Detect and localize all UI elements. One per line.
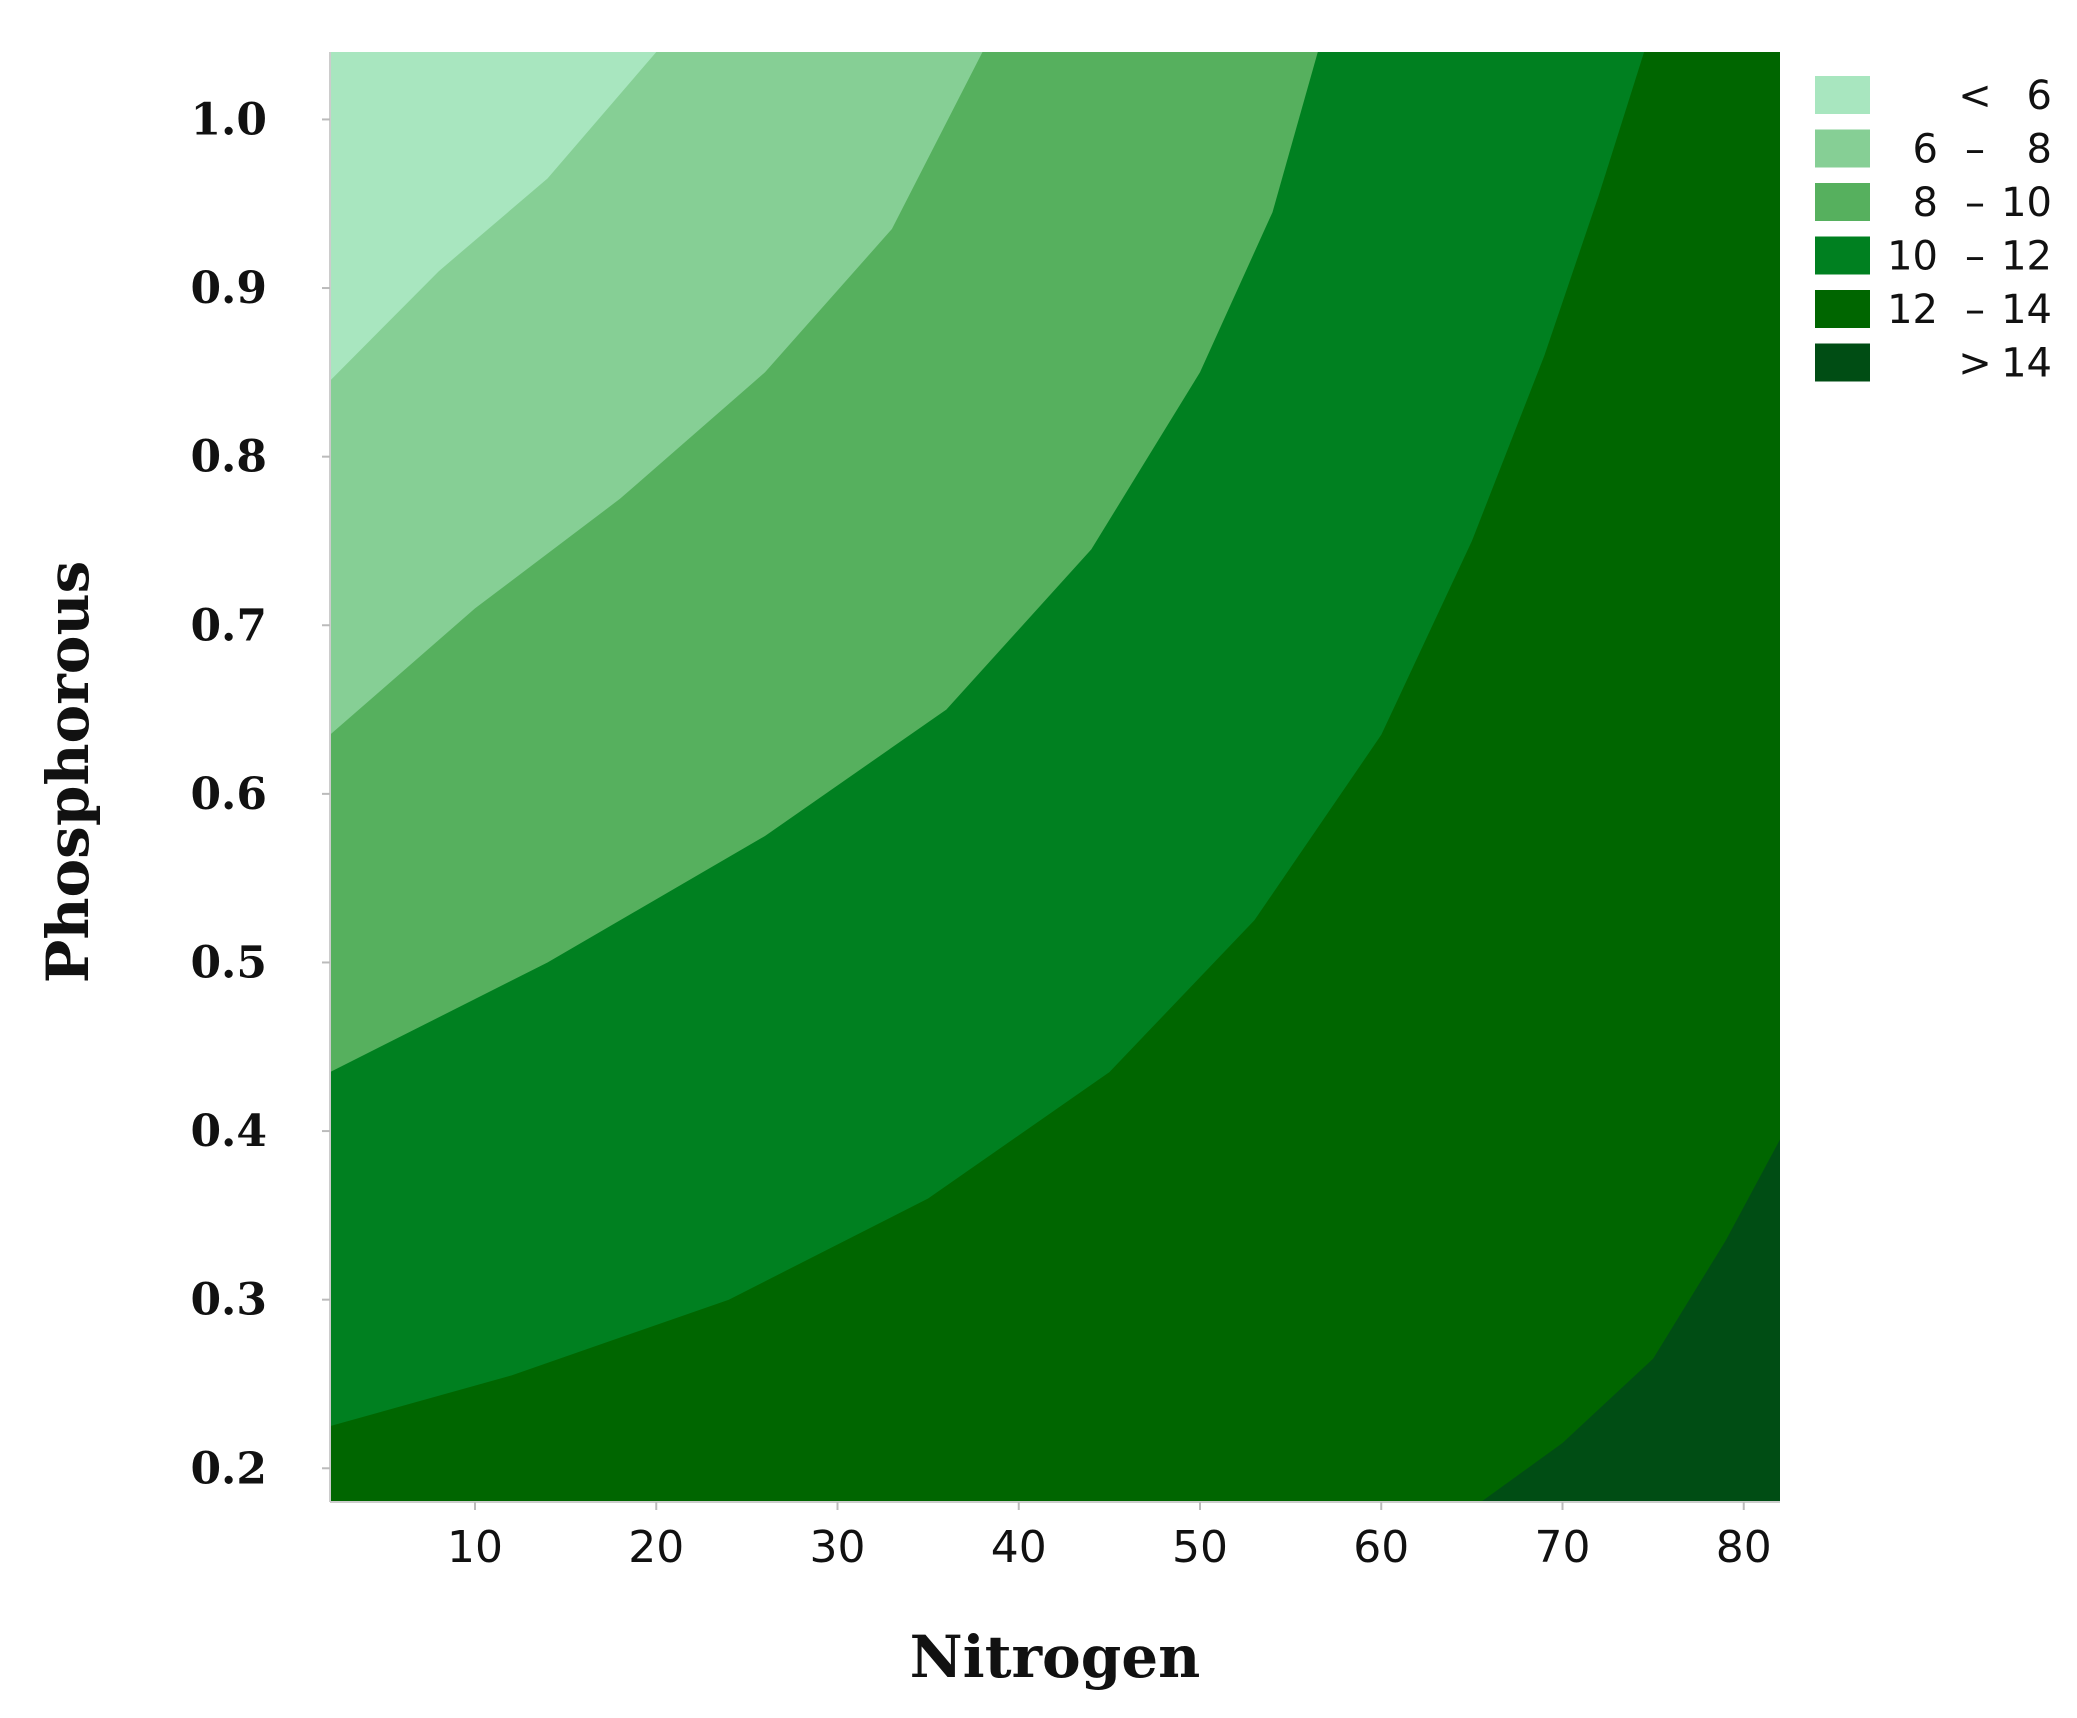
- axes: 0.2 0.3 0.4 0.5 0.6 0.7 0.8 0.9 1.0 10 20 30 40 50 60 7…: [190, 52, 1780, 1573]
- legend-swatch: [1815, 290, 1870, 328]
- legend-high-value: 8: [2027, 127, 2052, 173]
- legend-high-value: 14: [2001, 341, 2052, 387]
- legend-high-value: 12: [2001, 234, 2052, 280]
- x-tick-label: 50: [1172, 1522, 1228, 1573]
- legend-high-value: 10: [2001, 180, 2052, 226]
- legend-high-value: 14: [2001, 287, 2052, 333]
- legend-operator: >: [1958, 341, 1992, 387]
- y-tick-label: 0.3: [190, 1275, 267, 1326]
- x-tick-label: 30: [810, 1522, 866, 1573]
- legend-swatch: [1815, 236, 1870, 275]
- legend-high-value: 6: [2027, 73, 2052, 119]
- legend-dash: –: [1965, 180, 1985, 226]
- y-tick-label: 1.0: [190, 94, 267, 145]
- legend-swatch: [1815, 129, 1870, 168]
- x-tick-label: 80: [1716, 1522, 1772, 1573]
- legend-low-value: 8: [1913, 180, 1938, 226]
- legend-dash: –: [1965, 287, 1985, 333]
- contour-region-lt6: [330, 52, 657, 381]
- y-tick-label: 0.7: [190, 600, 267, 651]
- y-tick-label: 0.4: [190, 1106, 267, 1157]
- y-tick-label: 0.5: [190, 937, 267, 988]
- x-tick-label: 40: [991, 1522, 1047, 1573]
- x-tick-label: 10: [447, 1522, 503, 1573]
- y-tick-label: 0.8: [190, 432, 267, 483]
- legend-swatch: [1815, 183, 1870, 221]
- legend-operator: <: [1958, 73, 1992, 119]
- y-tick-label: 0.9: [190, 263, 267, 314]
- x-tick-label: 20: [628, 1522, 684, 1573]
- legend-swatch: [1815, 343, 1870, 382]
- legend-dash: –: [1965, 234, 1985, 280]
- plot-area: [330, 52, 1780, 1502]
- y-tick-label: 0.2: [190, 1443, 267, 1494]
- legend-low-value: 12: [1887, 287, 1938, 333]
- legend-dash: –: [1965, 127, 1985, 173]
- legend-swatch: [1815, 76, 1870, 114]
- legend-low-value: 10: [1887, 234, 1938, 280]
- x-tick-label: 60: [1353, 1522, 1409, 1573]
- x-tick-label: 70: [1535, 1522, 1591, 1573]
- x-axis-title: Nitrogen: [910, 1623, 1201, 1691]
- y-axis-title: Phosphorous: [34, 561, 102, 984]
- legend-low-value: 6: [1913, 127, 1938, 173]
- y-tick-label: 0.6: [190, 769, 267, 820]
